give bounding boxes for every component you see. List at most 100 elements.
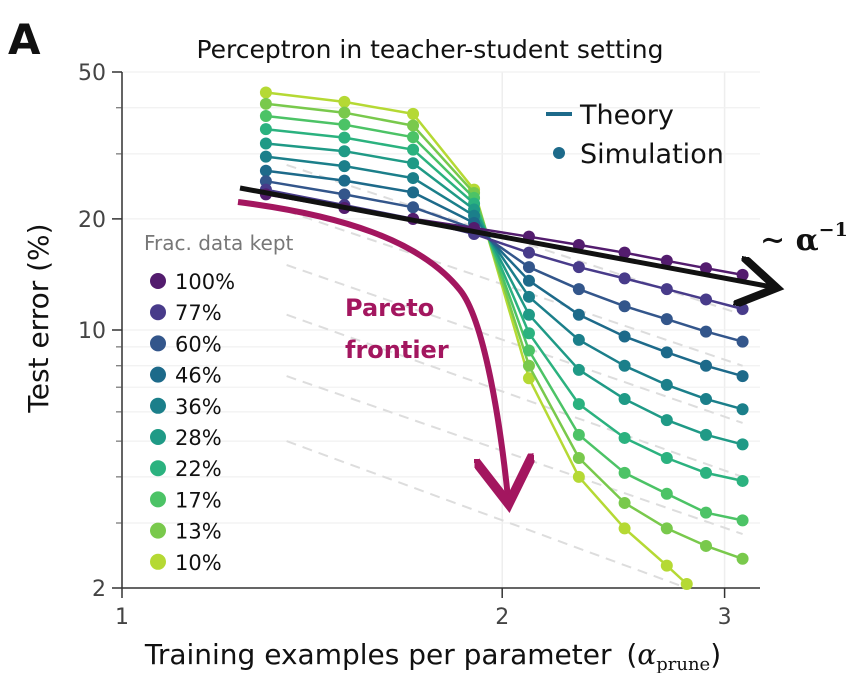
theory-legend-label: Theory — [579, 100, 674, 131]
scaling-arrow — [239, 185, 772, 287]
simulation-point-46% — [338, 174, 351, 187]
simulation-point-22% — [700, 466, 713, 479]
simulation-point-17% — [736, 514, 749, 527]
simulation-point-28% — [407, 157, 420, 170]
simulation-point-22% — [736, 474, 749, 487]
legend-marker — [150, 522, 166, 539]
simulation-point-10% — [522, 372, 535, 385]
simulation-point-13% — [259, 97, 272, 110]
simulation-point-46% — [407, 186, 420, 199]
simulation-point-28% — [338, 145, 351, 158]
simulation-point-10% — [660, 559, 673, 572]
simulation-point-13% — [572, 452, 585, 465]
panel-letter: A — [8, 15, 41, 64]
theory-simulation-legend: Theory Simulation — [546, 100, 724, 170]
simulation-point-36% — [572, 333, 585, 346]
simulation-point-77% — [736, 302, 749, 315]
theory-line-36% — [265, 155, 743, 411]
legend-label: 77% — [175, 301, 222, 325]
simulation-point-100% — [618, 246, 631, 259]
simulation-point-100% — [660, 254, 673, 267]
legend-marker — [150, 397, 166, 414]
theory-line-28% — [265, 142, 743, 446]
legend-marker — [150, 366, 166, 383]
legend-label: 100% — [175, 270, 235, 294]
guide-line — [286, 440, 688, 589]
legend-label: 10% — [175, 551, 222, 575]
simulation-point-36% — [700, 393, 713, 406]
chart-title: Perceptron in teacher-student setting — [196, 35, 663, 64]
simulation-point-46% — [700, 359, 713, 372]
simulation-point-60% — [660, 313, 673, 326]
pareto-arrow — [237, 199, 508, 498]
legend-title: Frac. data kept — [144, 231, 294, 255]
simulation-point-77% — [572, 261, 585, 274]
legend-label: 28% — [175, 426, 222, 450]
simulation-point-22% — [407, 143, 420, 156]
scaling-label: ∼ α−1 — [760, 219, 848, 258]
simulation-point-17% — [572, 428, 585, 441]
simulation-point-13% — [660, 522, 673, 535]
legend-label: 46% — [175, 364, 222, 388]
x-ticks: 1 2 3 — [115, 588, 732, 630]
theory-line-13% — [265, 102, 744, 560]
simulation-point-28% — [700, 428, 713, 441]
y-tick-label: 50 — [78, 61, 106, 86]
simulation-point-28% — [572, 363, 585, 376]
simulation-point-10% — [407, 107, 420, 120]
x-tick-label: 2 — [495, 605, 509, 630]
legend-marker — [150, 553, 166, 570]
simulation-point-22% — [660, 452, 673, 465]
legend-marker — [150, 304, 166, 321]
simulation-point-17% — [660, 487, 673, 500]
simulation-point-17% — [522, 344, 535, 357]
simulation-point-77% — [522, 246, 535, 259]
simulation-point-28% — [259, 137, 272, 150]
simulation-point-17% — [407, 131, 420, 144]
simulation-point-17% — [259, 109, 272, 122]
legend-label: 36% — [175, 395, 222, 419]
simulation-point-13% — [736, 552, 749, 565]
y-tick-label: 20 — [78, 208, 106, 233]
simulation-point-60% — [338, 188, 351, 201]
simulation-point-22% — [259, 123, 272, 136]
simulation-point-17% — [338, 118, 351, 131]
x-axis-label: Training examples per parameter (αprune) — [144, 638, 721, 673]
simulation-legend-label: Simulation — [580, 139, 724, 170]
x-tick-label: 1 — [115, 605, 129, 630]
series-layer — [259, 86, 749, 591]
simulation-point-22% — [572, 398, 585, 411]
simulation-point-77% — [700, 293, 713, 306]
simulation-point-10% — [680, 578, 693, 591]
simulation-point-60% — [259, 175, 272, 188]
pareto-label-line1: Pareto — [345, 294, 434, 322]
simulation-point-10% — [572, 470, 585, 483]
legend-marker — [150, 429, 166, 445]
fraction-legend: Frac. data kept 100% 77% 60% 46% 36% 28% 22% 17… — [144, 231, 294, 575]
simulation-point-46% — [259, 164, 272, 177]
simulation-point-13% — [618, 496, 631, 509]
simulation-point-100% — [572, 238, 585, 251]
legend-marker — [150, 460, 166, 477]
simulation-point-28% — [736, 438, 749, 451]
legend-label: 13% — [175, 520, 222, 544]
y-tick-label: 10 — [78, 319, 106, 344]
legend-label: 22% — [175, 457, 222, 481]
simulation-point-13% — [338, 106, 351, 119]
simulation-point-28% — [618, 393, 631, 406]
simulation-point-60% — [572, 283, 585, 296]
legend-marker — [150, 273, 166, 289]
theory-line-22% — [265, 127, 743, 483]
pareto-label-line2: frontier — [345, 336, 449, 364]
legend-label: 60% — [175, 332, 222, 356]
theory-line-60% — [265, 179, 743, 343]
simulation-point-60% — [700, 325, 713, 338]
y-ticks: 2 10 20 50 — [78, 61, 122, 602]
guide-line — [286, 313, 743, 478]
simulation-point-46% — [736, 370, 749, 383]
y-axis-label: Test error (%) — [22, 223, 55, 413]
theory-line-46% — [265, 169, 743, 378]
simulation-point-17% — [618, 466, 631, 479]
simulation-legend-marker — [553, 147, 565, 159]
